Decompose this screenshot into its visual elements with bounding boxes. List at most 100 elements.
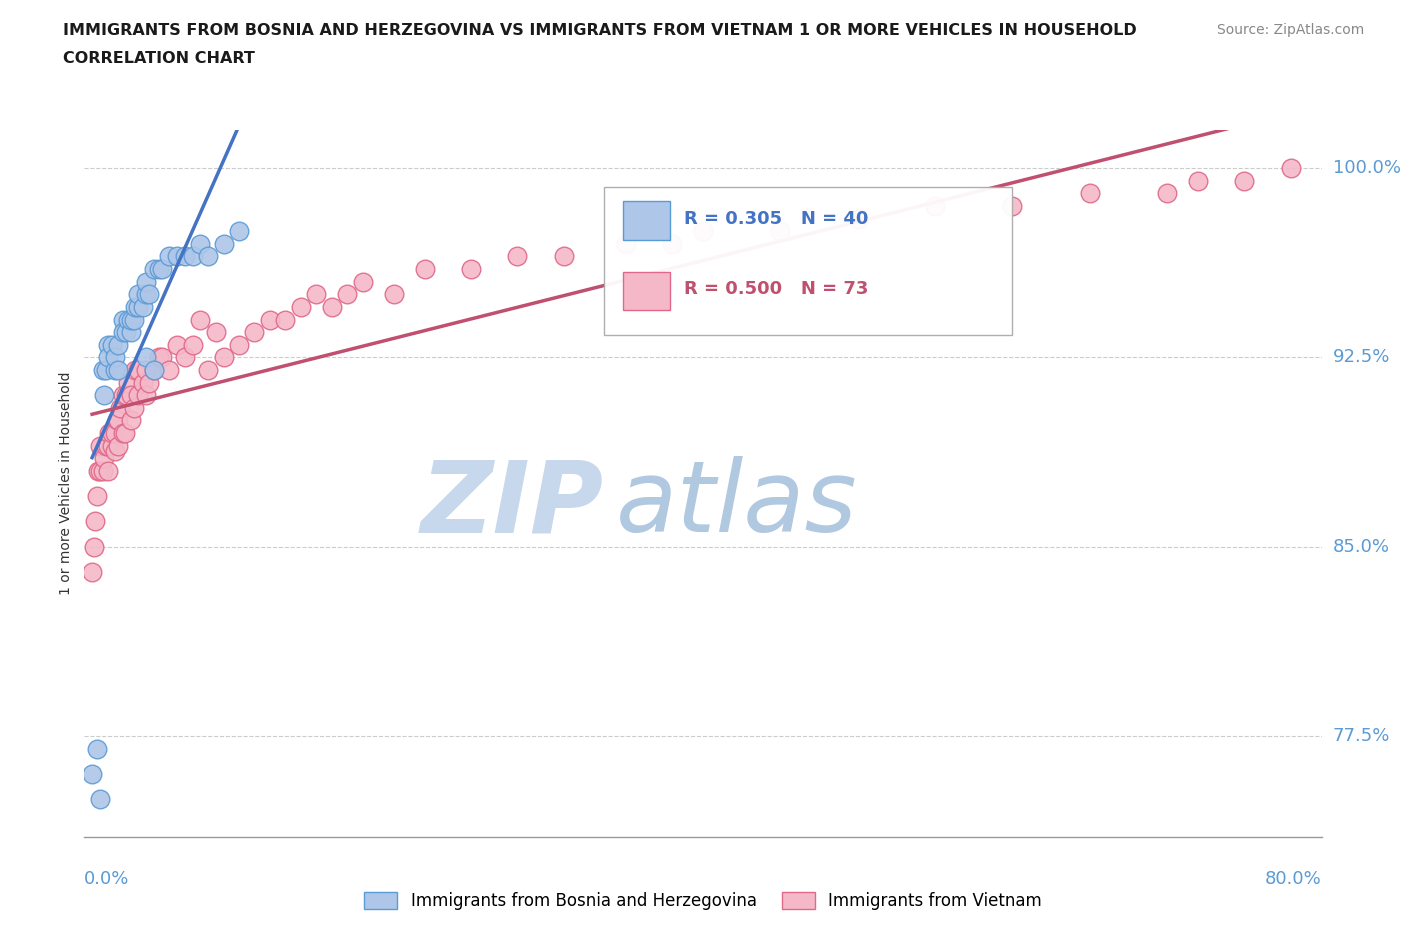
Point xyxy=(460,261,482,276)
Point xyxy=(117,312,139,327)
Point xyxy=(96,350,118,365)
Point xyxy=(105,413,128,428)
Point xyxy=(138,286,160,301)
Point xyxy=(166,249,188,264)
Point xyxy=(135,363,157,378)
Point xyxy=(212,236,235,251)
Point xyxy=(166,338,188,352)
Point xyxy=(89,438,111,453)
Text: CORRELATION CHART: CORRELATION CHART xyxy=(63,51,254,66)
Point xyxy=(769,224,792,239)
Point xyxy=(117,375,139,390)
FancyBboxPatch shape xyxy=(623,201,669,240)
Point xyxy=(98,426,121,441)
Text: 0.0%: 0.0% xyxy=(84,870,129,887)
Point xyxy=(101,438,124,453)
Point xyxy=(212,350,235,365)
Point xyxy=(148,350,170,365)
Point xyxy=(107,363,129,378)
Point xyxy=(661,236,683,251)
Point xyxy=(138,375,160,390)
Point xyxy=(104,350,127,365)
Point xyxy=(188,312,211,327)
Text: R = 0.305   N = 40: R = 0.305 N = 40 xyxy=(685,209,869,228)
Point xyxy=(228,338,250,352)
Point xyxy=(413,261,436,276)
Point xyxy=(120,388,142,403)
Point xyxy=(124,299,146,314)
Text: Source: ZipAtlas.com: Source: ZipAtlas.com xyxy=(1216,23,1364,37)
Point xyxy=(692,224,714,239)
Point xyxy=(91,463,114,478)
FancyBboxPatch shape xyxy=(605,187,1012,335)
Point xyxy=(112,312,135,327)
Text: atlas: atlas xyxy=(616,457,858,553)
Point xyxy=(84,514,107,529)
Point xyxy=(86,489,108,504)
Text: ZIP: ZIP xyxy=(420,457,605,553)
Point xyxy=(89,463,111,478)
Point xyxy=(101,338,124,352)
Point xyxy=(112,325,135,339)
Point xyxy=(104,363,127,378)
Point xyxy=(321,299,343,314)
Point xyxy=(243,325,266,339)
Point xyxy=(132,299,155,314)
Point xyxy=(94,438,117,453)
Point xyxy=(1279,161,1302,176)
Point xyxy=(107,438,129,453)
Text: 80.0%: 80.0% xyxy=(1265,870,1322,887)
Point xyxy=(1156,186,1178,201)
Point xyxy=(924,198,946,213)
Point xyxy=(1001,198,1024,213)
Point xyxy=(127,286,149,301)
Point xyxy=(127,388,149,403)
Point xyxy=(553,249,575,264)
Point xyxy=(120,325,142,339)
Point xyxy=(104,426,127,441)
Point xyxy=(181,338,204,352)
Text: IMMIGRANTS FROM BOSNIA AND HERZEGOVINA VS IMMIGRANTS FROM VIETNAM 1 OR MORE VEHI: IMMIGRANTS FROM BOSNIA AND HERZEGOVINA V… xyxy=(63,23,1137,38)
FancyBboxPatch shape xyxy=(623,272,669,311)
Point xyxy=(614,236,637,251)
Point xyxy=(107,338,129,352)
Point xyxy=(259,312,281,327)
Point xyxy=(274,312,297,327)
Point xyxy=(132,375,155,390)
Point xyxy=(108,401,131,416)
Point xyxy=(197,363,219,378)
Point xyxy=(86,741,108,756)
Text: 85.0%: 85.0% xyxy=(1333,538,1389,556)
Point xyxy=(150,350,173,365)
Point xyxy=(122,312,145,327)
Point xyxy=(197,249,219,264)
Point xyxy=(89,791,111,806)
Point xyxy=(124,363,146,378)
Text: 100.0%: 100.0% xyxy=(1333,159,1400,177)
Point xyxy=(290,299,312,314)
Point xyxy=(120,312,142,327)
Point xyxy=(101,426,124,441)
Point xyxy=(846,211,869,226)
Text: 92.5%: 92.5% xyxy=(1333,349,1391,366)
Point xyxy=(382,286,405,301)
Point xyxy=(143,363,166,378)
Point xyxy=(188,236,211,251)
Point xyxy=(112,426,135,441)
Point xyxy=(120,413,142,428)
Y-axis label: 1 or more Vehicles in Household: 1 or more Vehicles in Household xyxy=(59,372,73,595)
Text: R = 0.500   N = 73: R = 0.500 N = 73 xyxy=(685,280,869,299)
Point xyxy=(352,274,374,289)
Point xyxy=(305,286,328,301)
Point xyxy=(83,539,105,554)
Point xyxy=(87,463,110,478)
Point xyxy=(1233,173,1256,188)
Point xyxy=(150,261,173,276)
Point xyxy=(159,363,180,378)
Point xyxy=(148,261,170,276)
Point xyxy=(93,451,115,466)
Point xyxy=(96,438,118,453)
Point xyxy=(107,413,129,428)
Point xyxy=(336,286,359,301)
Point xyxy=(114,426,136,441)
